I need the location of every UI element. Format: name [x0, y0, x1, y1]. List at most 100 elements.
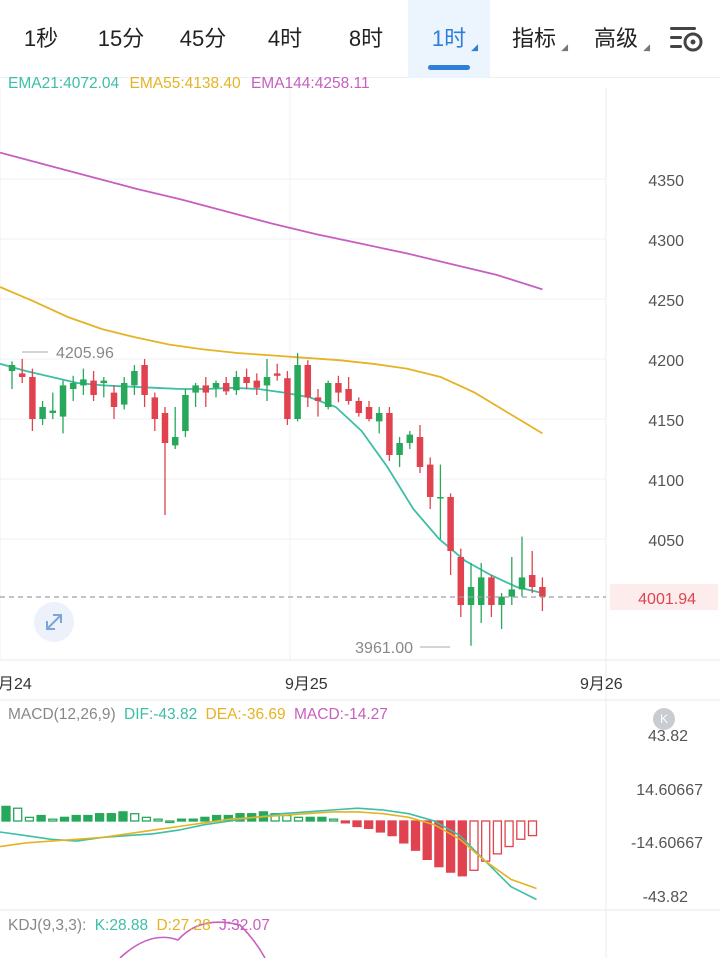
macd-bar [130, 813, 140, 822]
dropdown-triangle-icon: ◢ [643, 42, 650, 52]
price-tick: 4150 [648, 413, 684, 430]
candle-body [202, 385, 210, 393]
candle-body [90, 380, 97, 395]
macd-bar [375, 820, 386, 833]
kdj-legend-name: KDJ(9,3,3): [8, 917, 87, 934]
macd-bar [481, 820, 491, 862]
candle-body [253, 380, 261, 388]
candle-body [151, 397, 159, 419]
tab-4h[interactable]: 4时 [250, 0, 320, 78]
tab-label: 15分 [97, 26, 145, 51]
price-tick: 4300 [648, 233, 684, 250]
tab-label: 高级 [593, 26, 638, 51]
chart-settings-icon[interactable] [668, 22, 706, 56]
candle-body [467, 587, 475, 605]
candlesticks [8, 353, 546, 646]
candle-body [212, 383, 220, 388]
candle-body [171, 437, 179, 446]
ema-lines [0, 151, 543, 594]
candle-body [518, 577, 526, 590]
macd-bar [422, 820, 432, 860]
candle-body [488, 577, 495, 605]
ema55-legend: EMA55:4138.40 [129, 75, 241, 92]
candle-body [457, 557, 465, 605]
indicator-k-badge[interactable]: K [653, 708, 675, 730]
candle-body [8, 365, 16, 371]
candle-body [141, 365, 148, 395]
tab-label: 8时 [348, 26, 384, 51]
macd-bar [48, 818, 58, 822]
macd-lines [0, 807, 537, 901]
macd-bar [153, 818, 163, 822]
tab-1s[interactable]: 1秒 [6, 0, 76, 78]
tab-label: 4时 [267, 26, 303, 51]
kdj-k-legend: K:28.88 [94, 917, 149, 934]
candle-body [355, 401, 363, 413]
candle-body [100, 380, 108, 383]
dea-legend: DEA:-36.69 [205, 706, 286, 723]
ema21-legend: EMA21:4072.04 [8, 75, 120, 92]
macd-line-dea [0, 811, 537, 890]
candle-body [18, 373, 26, 377]
ema-line-ema55 [0, 286, 543, 435]
grid-lines [0, 88, 720, 958]
candle-body [375, 413, 383, 422]
kdj-j-legend: J:32.07 [219, 917, 270, 934]
candle-body [131, 371, 138, 386]
tab-1h[interactable]: 1时 ◢ [408, 0, 490, 78]
macd-bar [364, 820, 374, 829]
candle-body [69, 383, 77, 389]
macd-bar [293, 816, 304, 822]
kdj-k-line [119, 921, 266, 958]
macd-tick: -43.82 [643, 889, 688, 906]
tab-advanced[interactable]: 高级 ◢ [578, 0, 654, 78]
tab-label: 45分 [179, 26, 227, 51]
candle-body [345, 389, 352, 401]
macd-bar [36, 814, 46, 822]
tab-indicators[interactable]: 指标 ◢ [496, 0, 572, 78]
ema-line-ema144 [0, 151, 543, 291]
candle-body [29, 377, 36, 419]
macd-value-legend: MACD:-14.27 [294, 706, 388, 723]
low-price-label: 3961.00 [355, 640, 413, 657]
ema-legend: EMA21:4072.04 EMA55:4138.40 EMA144:4258.… [8, 75, 376, 93]
macd-bar [399, 820, 409, 844]
expand-chart-icon[interactable] [34, 602, 74, 642]
candle-body [294, 365, 301, 419]
tab-label: 指标 [511, 26, 556, 51]
date-tick: 9月26 [580, 676, 623, 693]
candle-body [110, 392, 118, 407]
macd-bar [24, 816, 35, 822]
macd-bar [165, 820, 175, 824]
tab-45m[interactable]: 45分 [166, 0, 240, 78]
candle-body [314, 397, 322, 401]
tab-8h[interactable]: 8时 [330, 0, 402, 78]
macd-bar [106, 813, 116, 822]
candle-body [437, 497, 444, 499]
tab-label: 1秒 [23, 26, 59, 51]
macd-bar [71, 814, 81, 822]
candle-body [49, 410, 57, 413]
macd-bar [13, 807, 23, 822]
macd-bar [83, 814, 93, 822]
macd-bar [270, 813, 280, 822]
price-tick: 4250 [648, 293, 684, 310]
macd-bar [457, 820, 467, 877]
candle-body [263, 377, 271, 386]
candle-body [39, 407, 46, 419]
macd-bar [118, 811, 128, 822]
tab-15m[interactable]: 15分 [84, 0, 158, 78]
candle-body [120, 383, 128, 405]
candle-body [386, 413, 393, 455]
candle-body [161, 413, 169, 443]
macd-bar [282, 814, 292, 822]
macd-bar [387, 820, 397, 837]
candle-body [182, 395, 189, 431]
price-tick: 4350 [648, 173, 684, 190]
candle-body [324, 383, 332, 407]
candle-body [528, 575, 536, 587]
macd-bar [516, 820, 526, 840]
current-price-label: 4001.94 [638, 591, 696, 608]
macd-bar [527, 820, 538, 837]
